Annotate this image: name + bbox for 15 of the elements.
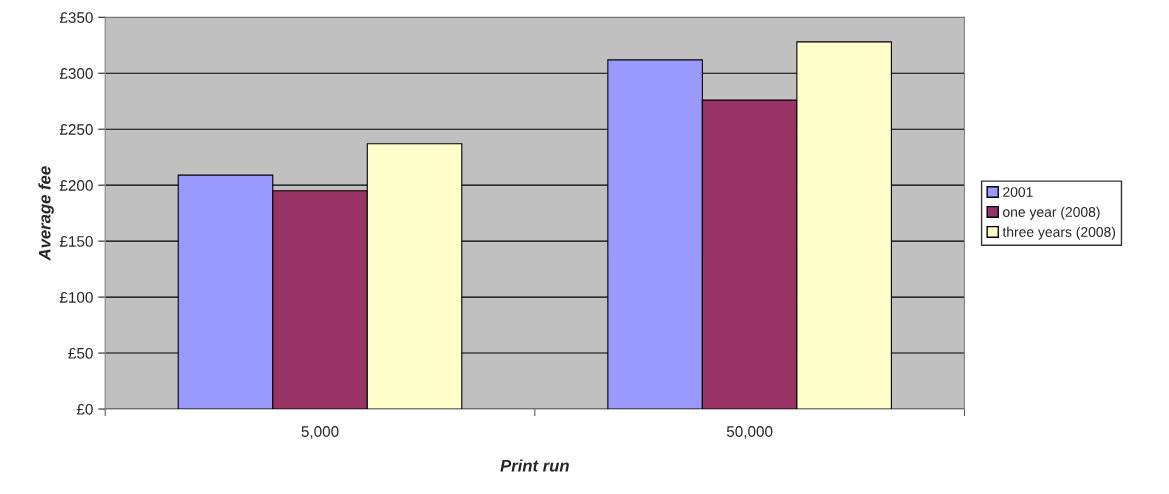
x-tick-label: 5,000 — [301, 426, 339, 439]
y-tick-label: £150 — [59, 236, 93, 247]
x-axis-title: Print run — [500, 459, 569, 472]
x-tick-label: 50,000 — [726, 426, 773, 439]
y-tick-label: £300 — [59, 68, 93, 79]
legend-label: three years (2008) — [1002, 226, 1116, 240]
y-tick-label: £100 — [59, 291, 93, 303]
y-tick-label: £350 — [59, 12, 93, 23]
y-tick-label: £250 — [59, 124, 93, 135]
y-tick-label: £200 — [59, 180, 93, 191]
y-tick-label: £50 — [68, 347, 93, 359]
legend-label: 2001 — [1003, 187, 1033, 197]
legend-label: one year (2008) — [1003, 206, 1100, 220]
y-tick-label: £0 — [76, 403, 93, 415]
y-axis-title: Average fee — [38, 166, 54, 261]
